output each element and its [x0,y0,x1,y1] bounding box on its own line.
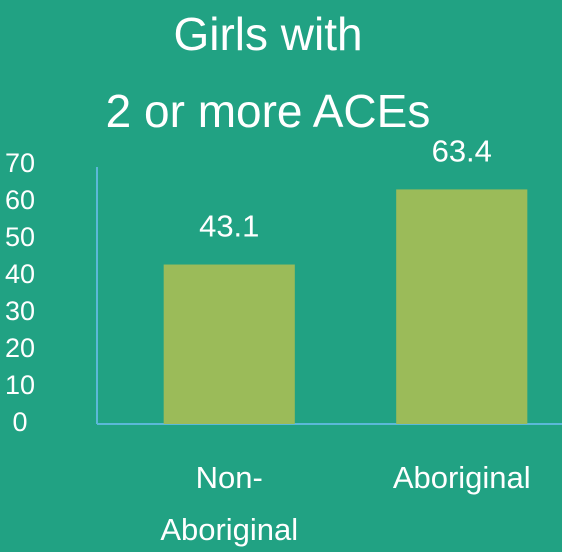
y-tick-label: 10 [5,370,35,400]
y-tick-label: 30 [5,296,35,326]
chart-title: 2 or more ACEs [106,85,431,137]
data-label: 43.1 [199,209,259,244]
y-tick-label: 50 [5,222,35,252]
chart-title: Girls with [173,8,362,60]
y-tick-label: 60 [5,185,35,215]
y-tick-label: 20 [5,333,35,363]
y-tick-label: 0 [12,407,27,437]
bar [396,189,528,424]
bar [163,264,295,424]
y-tick-label: 70 [5,148,35,178]
x-tick-label: Non-Aboriginal [160,460,299,547]
y-tick-label: 40 [5,259,35,289]
data-label: 63.4 [432,134,492,169]
x-tick-label: Aboriginal [392,460,531,495]
